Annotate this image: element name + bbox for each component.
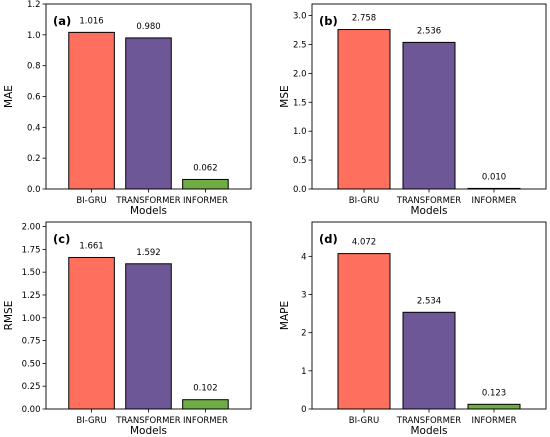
x-tick-label: BI-GRU xyxy=(349,416,379,426)
data-label-transformer: 1.592 xyxy=(136,248,160,258)
y-tick-label: 2.0 xyxy=(293,69,307,79)
data-label-bi-gru: 1.661 xyxy=(79,241,103,251)
bar-informer xyxy=(467,403,521,410)
x-tick-label: TRANSFORMER xyxy=(115,416,181,426)
y-axis-title: RMSE xyxy=(3,301,15,331)
bar-bi-gru xyxy=(337,29,391,190)
x-tick-label: INFORMER xyxy=(183,416,228,426)
panel-label: (d) xyxy=(319,232,338,246)
x-tick-label: INFORMER xyxy=(183,196,228,206)
axes-frame xyxy=(45,221,252,410)
panel-label: (a) xyxy=(53,14,71,28)
bar-transformer xyxy=(402,41,456,190)
y-tick-label: 2.5 xyxy=(293,40,307,50)
y-tick-label: 4 xyxy=(301,252,306,262)
panel-label: (b) xyxy=(319,14,338,28)
y-tick-label: 0.2 xyxy=(27,154,41,164)
panel-3: 1.661 BI-GRU 1.592 TRANSFORMER 0.102 INFORMER… xyxy=(3,221,252,437)
bar-transformer xyxy=(125,263,172,410)
data-label-bi-gru: 1.016 xyxy=(79,16,103,26)
bar-bi-gru xyxy=(337,253,391,410)
y-tick-label: 0.75 xyxy=(22,337,41,347)
y-tick-label: 2 xyxy=(301,329,306,339)
x-tick-label: INFORMER xyxy=(472,416,517,426)
y-axis-title: MSE xyxy=(279,85,291,107)
y-tick-label: 0.8 xyxy=(27,62,41,72)
y-tick-label: 0.0 xyxy=(293,185,307,195)
data-label-informer: 0.102 xyxy=(193,384,217,394)
x-tick-label: TRANSFORMER xyxy=(115,196,181,206)
bar-transformer xyxy=(402,311,456,410)
y-axis-title: MAE xyxy=(3,85,15,108)
y-tick-label: 0.0 xyxy=(27,185,41,195)
y-tick-label: 0.25 xyxy=(22,382,41,392)
bar-informer xyxy=(182,178,229,190)
y-tick-label: 1.0 xyxy=(293,127,307,137)
y-axis-title: MAPE xyxy=(279,301,291,330)
x-tick-label: BI-GRU xyxy=(76,416,106,426)
y-tick-label: 1.0 xyxy=(27,31,41,41)
y-tick-label: 2.00 xyxy=(22,223,41,233)
x-axis-title: Models xyxy=(411,205,448,217)
y-tick-label: 0.5 xyxy=(293,156,307,166)
x-tick-label: BI-GRU xyxy=(349,196,379,206)
y-tick-label: 1.25 xyxy=(22,291,41,301)
y-tick-label: 1.5 xyxy=(293,98,307,108)
bar-bi-gru xyxy=(68,256,115,410)
axes-frame xyxy=(311,3,547,190)
y-tick-label: 0 xyxy=(301,405,306,415)
axes-frame xyxy=(311,221,547,410)
data-label-bi-gru: 2.758 xyxy=(352,14,376,24)
y-tick-label: 1.75 xyxy=(22,245,41,255)
panel-label: (c) xyxy=(53,232,70,246)
y-tick-label: 0.4 xyxy=(27,123,41,133)
x-tick-label: BI-GRU xyxy=(76,196,106,206)
x-tick-label: TRANSFORMER xyxy=(396,416,462,426)
y-tick-label: 1.2 xyxy=(27,0,41,10)
data-label-informer: 0.123 xyxy=(482,388,506,398)
y-tick-label: 0.50 xyxy=(22,359,41,369)
data-label-bi-gru: 4.072 xyxy=(352,238,376,248)
x-axis-title: Models xyxy=(130,425,167,437)
x-tick-label: TRANSFORMER xyxy=(396,196,462,206)
data-label-transformer: 0.980 xyxy=(136,22,160,32)
x-tick-label: INFORMER xyxy=(472,196,517,206)
data-label-informer: 0.010 xyxy=(482,172,506,182)
bar-bi-gru xyxy=(68,31,115,190)
data-label-transformer: 2.536 xyxy=(417,26,441,36)
data-label-transformer: 2.534 xyxy=(417,296,441,306)
data-label-informer: 0.062 xyxy=(193,163,217,173)
bar-informer xyxy=(182,399,229,410)
y-tick-label: 3.0 xyxy=(293,12,307,22)
y-tick-label: 1.50 xyxy=(22,268,41,278)
panel-1: 1.016 BI-GRU 0.980 TRANSFORMER 0.062 INFORMER… xyxy=(3,0,252,217)
y-tick-label: 0.00 xyxy=(22,405,41,415)
bar-transformer xyxy=(125,37,172,190)
y-tick-label: 1 xyxy=(301,367,306,377)
panel-4: 4.072 BI-GRU 2.534 TRANSFORMER 0.123 INFORMER… xyxy=(279,221,547,437)
y-tick-label: 0.6 xyxy=(27,93,41,103)
axes-frame xyxy=(45,3,252,190)
x-axis-title: Models xyxy=(130,205,167,217)
x-axis-title: Models xyxy=(411,425,448,437)
panel-2: 2.758 BI-GRU 2.536 TRANSFORMER 0.010 INFORMER… xyxy=(279,3,547,217)
y-tick-label: 3 xyxy=(301,291,306,301)
y-tick-label: 1.00 xyxy=(22,314,41,324)
